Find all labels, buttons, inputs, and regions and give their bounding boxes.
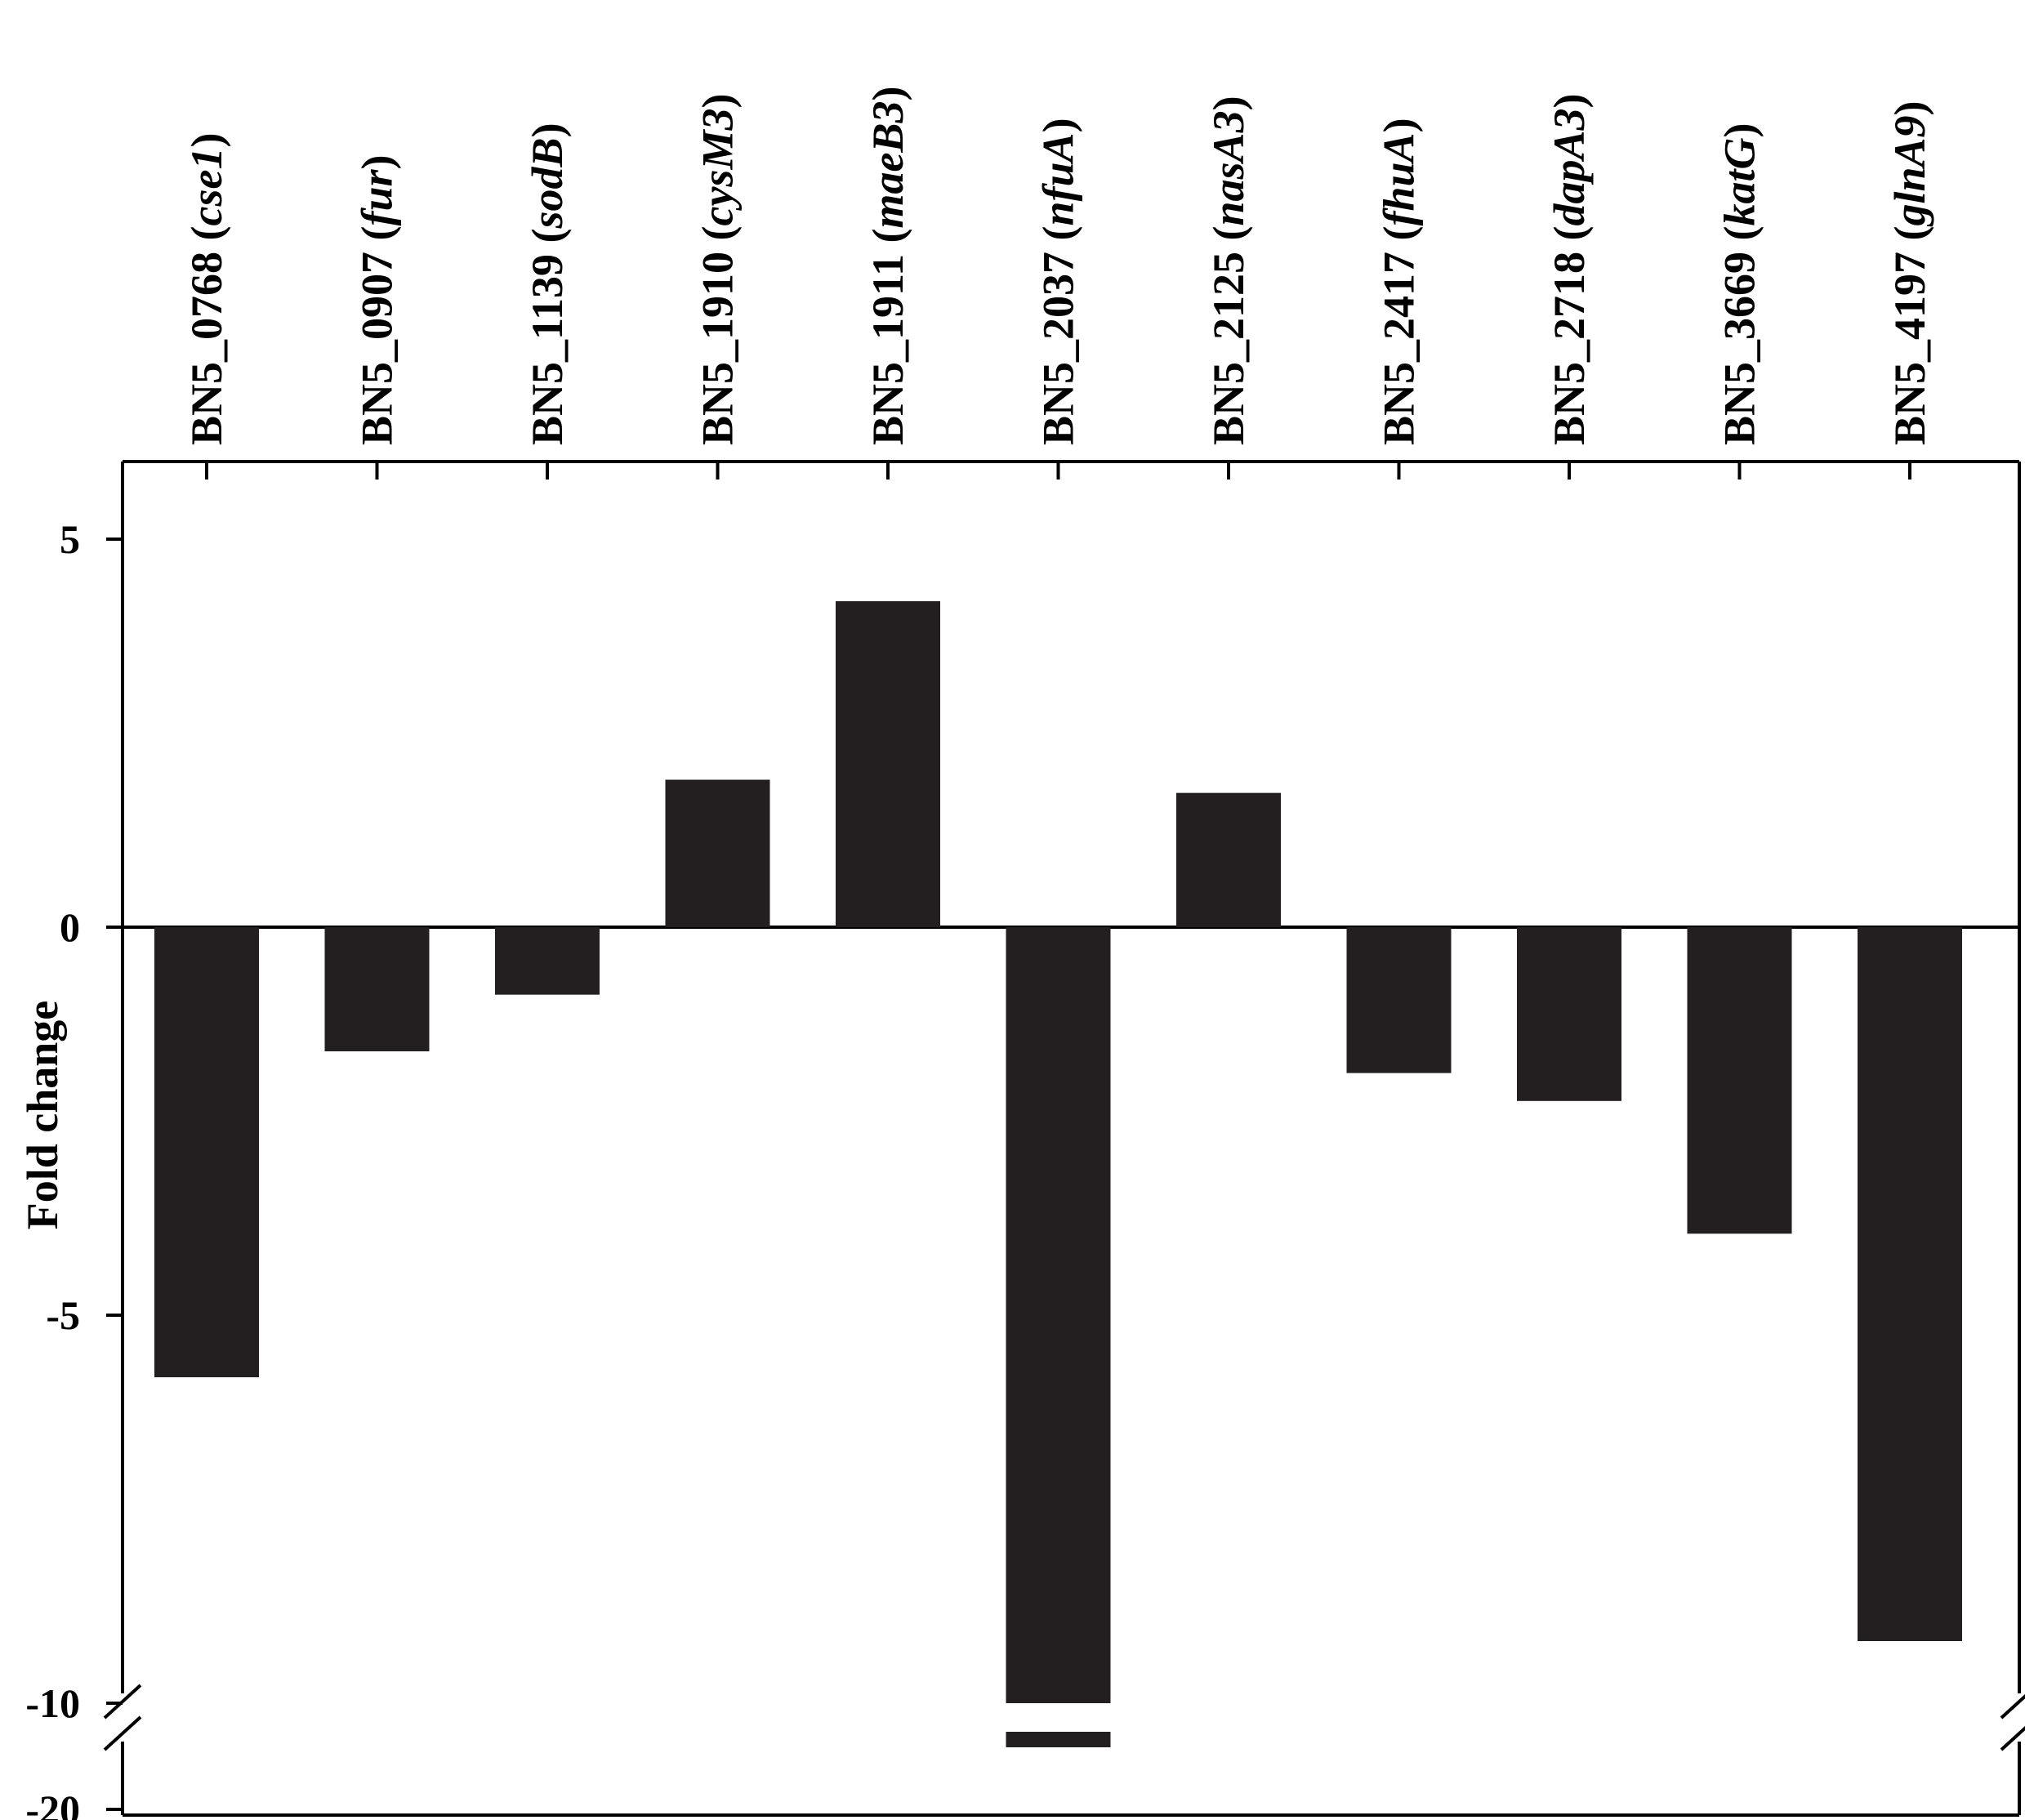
category-gene: fur xyxy=(353,168,402,225)
bars-group xyxy=(154,601,1962,1747)
category-id: BN5_2718 ( xyxy=(1545,226,1594,446)
category-gene: sodB xyxy=(523,137,572,229)
category-label: BN5_1911 (maeB3) xyxy=(863,86,912,445)
bar xyxy=(495,927,600,995)
bar xyxy=(154,927,259,1377)
category-label: BN5_2037 (nfuA) xyxy=(1034,118,1083,445)
category-label: BN5_3669 (katG) xyxy=(1715,123,1764,445)
category-gene: katG xyxy=(1715,137,1764,225)
y-tick-label: 0 xyxy=(60,904,80,950)
category-gene: nfuA xyxy=(1034,132,1083,225)
category-gene: fhuA xyxy=(1375,132,1424,225)
y-tick-label: -5 xyxy=(46,1292,80,1338)
category-paren: ) xyxy=(1375,118,1424,132)
y-axis: 5 0 -5 -10 -20 xyxy=(25,516,123,1820)
category-paren: ) xyxy=(694,94,743,109)
category-id: BN5_0907 ( xyxy=(353,226,402,446)
category-paren: ) xyxy=(353,154,402,169)
category-id: BN5_0768 ( xyxy=(182,226,231,446)
category-paren: ) xyxy=(1715,123,1764,138)
category-label: BN5_2718 (dapA3) xyxy=(1545,93,1594,445)
category-label: BN5_0768 (cse1) xyxy=(182,133,231,445)
bar xyxy=(1858,927,1962,1641)
category-paren: ) xyxy=(1204,96,1253,110)
category-label: BN5_4197 (glnA9) xyxy=(1885,100,1934,445)
bar xyxy=(1346,927,1452,1073)
category-label: BN5_2125 (nasA3) xyxy=(1204,96,1253,445)
category-labels: BN5_0768 (cse1)BN5_0907 (fur)BN5_1139 (s… xyxy=(182,86,1934,445)
category-gene: cse1 xyxy=(182,148,231,226)
category-paren: ) xyxy=(182,133,231,148)
bar xyxy=(1517,927,1621,1101)
y-tick-label: -10 xyxy=(25,1680,80,1726)
bar xyxy=(324,927,430,1051)
bar xyxy=(1006,927,1111,1703)
category-label: BN5_0907 (fur) xyxy=(353,154,402,445)
category-gene: dapA3 xyxy=(1545,108,1594,225)
x-ticks xyxy=(205,462,1911,480)
bar xyxy=(665,779,770,927)
left-axis-break-mark-lower xyxy=(103,1715,142,1751)
category-id: BN5_1139 ( xyxy=(523,228,572,445)
bar xyxy=(1176,792,1281,927)
category-paren: ) xyxy=(863,86,912,100)
category-gene: maeB3 xyxy=(863,100,912,228)
category-id: BN5_2417 ( xyxy=(1375,226,1424,446)
y-axis-label: Fold change xyxy=(18,1001,67,1230)
right-axis-break-mark-upper xyxy=(2000,1693,2025,1720)
category-label: BN5_1910 (cysM3) xyxy=(694,94,743,445)
category-id: BN5_1911 ( xyxy=(863,228,912,445)
category-id: BN5_3669 ( xyxy=(1715,226,1764,446)
category-paren: ) xyxy=(523,123,572,137)
category-id: BN5_2037 ( xyxy=(1034,226,1083,446)
category-id: BN5_2125 ( xyxy=(1204,226,1253,446)
category-id: BN5_1910 ( xyxy=(694,226,743,446)
category-gene: cysM3 xyxy=(694,109,743,226)
y-tick-label: 5 xyxy=(60,516,80,562)
category-gene: nasA3 xyxy=(1204,110,1253,225)
category-paren: ) xyxy=(1545,93,1594,108)
category-paren: ) xyxy=(1885,100,1934,115)
category-label: BN5_1139 (sodB) xyxy=(523,123,572,445)
category-id: BN5_4197 ( xyxy=(1885,226,1934,446)
bar xyxy=(836,601,940,927)
category-gene: glnA9 xyxy=(1885,115,1934,226)
bar xyxy=(1687,927,1792,1234)
bar-lower-segment xyxy=(1006,1732,1111,1747)
right-axis-break-mark-lower xyxy=(2000,1725,2025,1751)
category-label: BN5_2417 (fhuA) xyxy=(1375,118,1424,445)
category-paren: ) xyxy=(1034,118,1083,132)
y-tick-label: -20 xyxy=(25,1787,80,1820)
